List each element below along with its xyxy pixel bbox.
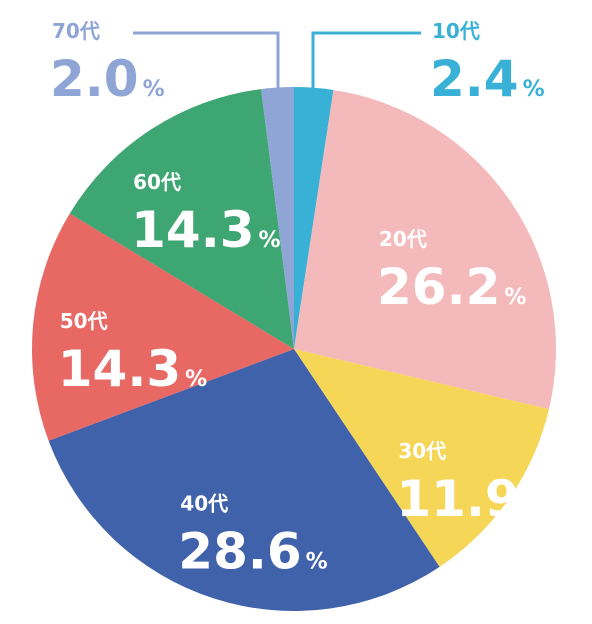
slice-value-50s: 14.3 [58,340,181,398]
slice-label-50s: 50代 [60,309,108,333]
slice-label-30s: 30代 [398,439,446,463]
slice-unit-40s: % [306,550,328,575]
slice-label-40s: 40代 [180,492,228,516]
pie-slice-40s [48,349,440,612]
pie-slice-10s [294,87,334,349]
slice-label-10s: 10代 [432,19,480,43]
slice-label-60s: 60代 [133,170,181,194]
slice-unit-30s: % [524,497,546,522]
slice-value-60s: 14.3 [131,201,254,259]
slice-value-40s: 28.6 [178,523,301,581]
pie-slice-70s [261,87,294,349]
slice-value-10s: 2.4 [430,50,519,108]
slice-value-30s: 11.9 [396,470,519,528]
leader-line-70s [133,31,280,94]
slice-label-70s: 70代 [52,19,100,43]
slice-unit-10s: % [523,77,545,102]
pie-slice-50s [32,213,294,441]
slice-unit-60s: % [259,228,281,253]
slice-label-20s: 20代 [379,227,427,251]
slice-unit-70s: % [143,77,165,102]
pie-slice-30s [294,349,549,567]
slice-value-70s: 2.0 [50,50,139,108]
pie-slice-20s [294,89,556,410]
slice-unit-20s: % [504,285,526,310]
pie-slice-60s [69,89,294,349]
leader-line-10s [311,31,421,94]
slice-value-20s: 26.2 [377,258,500,316]
slice-unit-50s: % [185,367,207,392]
